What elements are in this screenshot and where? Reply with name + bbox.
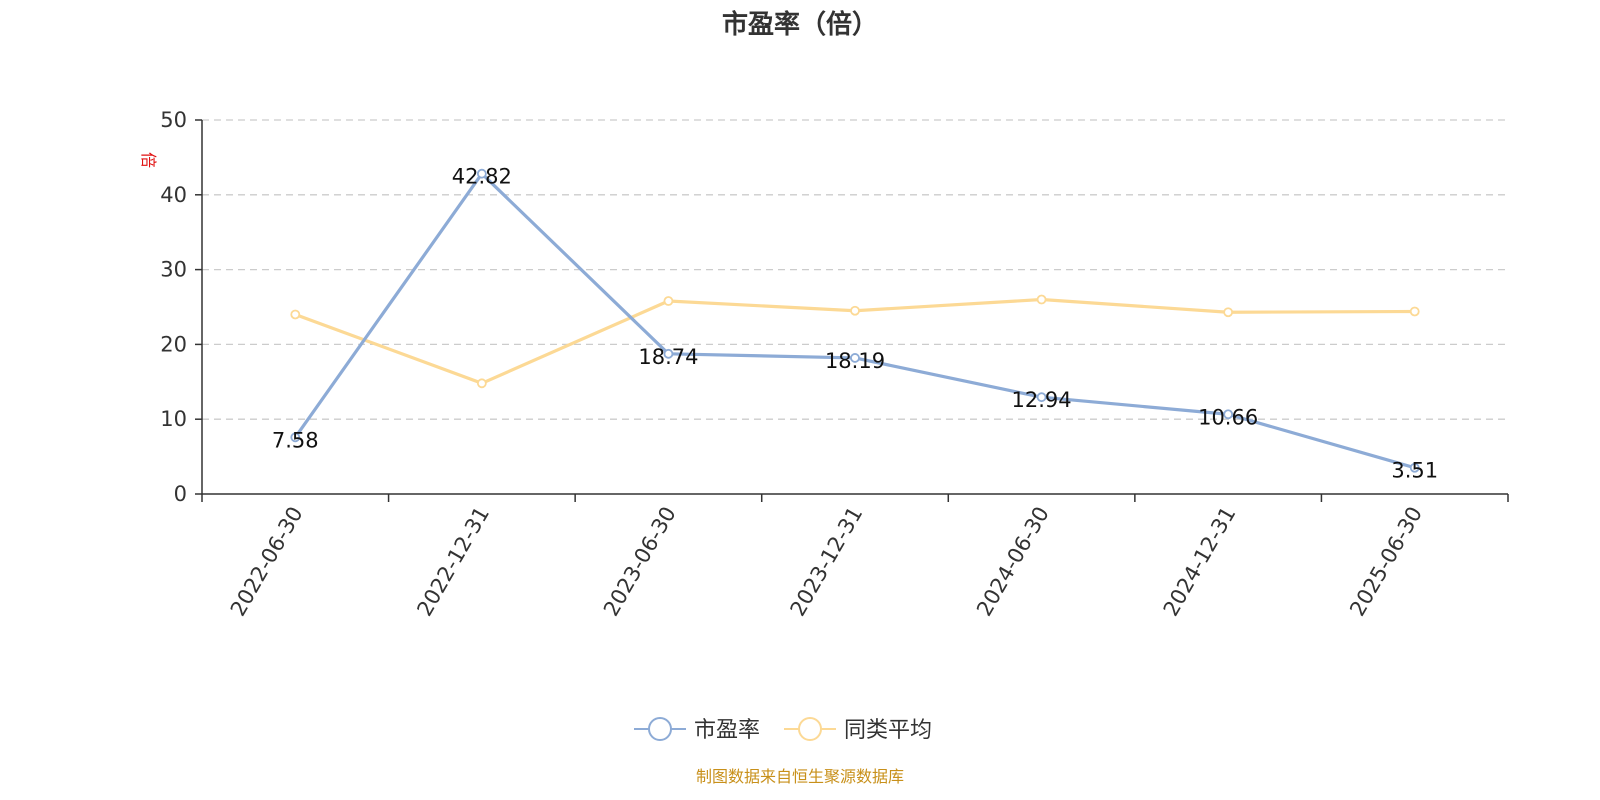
x-tick-label-4: 2024-06-30 — [972, 503, 1054, 621]
data-label-0: 7.58 — [272, 428, 319, 452]
series-1-point-4[interactable] — [1036, 294, 1047, 305]
series-1-point-6[interactable] — [1409, 306, 1420, 317]
legend-label-1[interactable]: 同类平均 — [844, 718, 932, 743]
y-tick-label-2: 20 — [160, 332, 187, 356]
series-0-point-5[interactable] — [1223, 409, 1234, 420]
data-label-4: 12.94 — [1012, 388, 1072, 412]
data-label-2: 18.74 — [638, 345, 698, 369]
y-tick-label-3: 30 — [160, 258, 187, 282]
x-tick-label-2: 2023-06-30 — [599, 503, 681, 621]
legend[interactable]: 市盈率 同类平均 — [634, 717, 932, 743]
series-0-point-0[interactable] — [290, 432, 301, 443]
legend-marker-1[interactable] — [798, 717, 822, 741]
series-0-point-1[interactable] — [476, 168, 487, 179]
series-0-point-2[interactable] — [663, 348, 674, 359]
data-label-5: 10.66 — [1198, 405, 1258, 429]
x-tick-label-5: 2024-12-31 — [1159, 503, 1241, 621]
y-tick-label-0: 0 — [174, 482, 187, 506]
legend-marker-0[interactable] — [648, 717, 672, 741]
y-tick-label-4: 40 — [160, 183, 187, 207]
data-labels: 7.58 42.82 18.74 18.19 12.94 10.66 3.51 — [272, 165, 1438, 483]
series-0-point-3[interactable] — [850, 353, 860, 363]
series-1-point-5[interactable] — [1223, 307, 1234, 318]
y-tick-label-1: 10 — [160, 407, 187, 431]
data-label-1: 42.82 — [452, 165, 512, 189]
series-1-point-2[interactable] — [663, 296, 674, 306]
grid-lines — [202, 119, 1508, 420]
x-tick-label-6: 2025-06-30 — [1345, 503, 1427, 621]
source-note: 制图数据来自恒生聚源数据库 — [696, 767, 904, 786]
data-label-3: 18.19 — [825, 349, 885, 373]
legend-label-0[interactable]: 市盈率 — [694, 718, 760, 743]
x-tick-label-3: 2023-12-31 — [786, 503, 868, 621]
series-lines — [290, 168, 1420, 473]
series-1-point-1[interactable] — [476, 378, 487, 389]
series-1-point-3[interactable] — [850, 305, 860, 316]
series-0-point-6[interactable] — [1409, 462, 1420, 473]
chart-title: 市盈率（倍） — [722, 9, 878, 40]
series-1-point-0[interactable] — [290, 309, 301, 320]
y-tick-label-5: 50 — [160, 108, 187, 132]
y-axis-unit-label: 倍 — [139, 152, 158, 168]
series-0-point-4[interactable] — [1036, 392, 1047, 403]
data-label-6: 3.51 — [1391, 459, 1438, 483]
x-tick-label-1: 2022-12-31 — [412, 503, 494, 621]
x-tick-label-0: 2022-06-30 — [226, 503, 308, 621]
